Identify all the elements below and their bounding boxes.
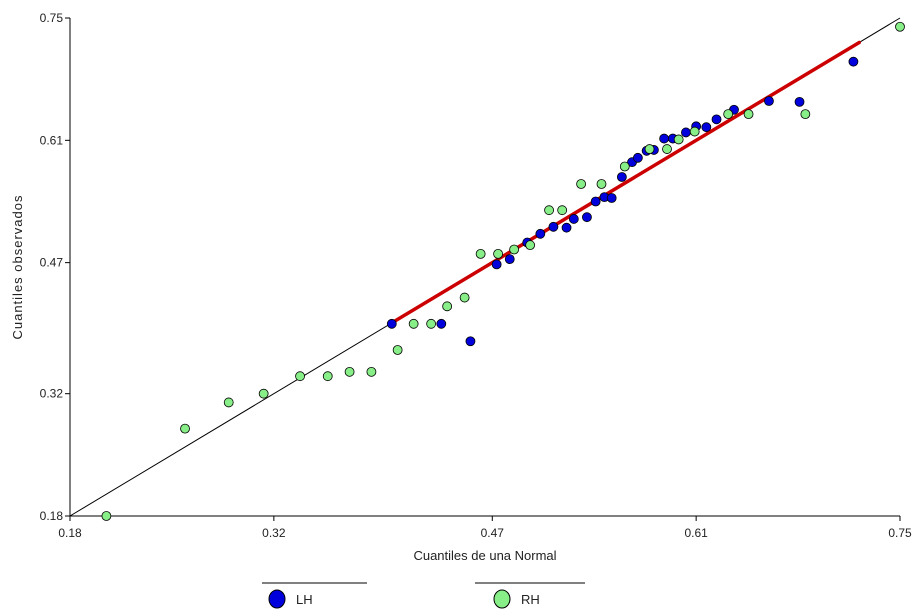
point-rh bbox=[662, 144, 672, 154]
point-rh bbox=[509, 244, 520, 255]
point-lh bbox=[504, 254, 515, 265]
point-lh bbox=[582, 212, 592, 223]
point-rh bbox=[366, 366, 377, 377]
legend: LH RH bbox=[262, 582, 585, 609]
data-points bbox=[101, 21, 905, 521]
y-tick-label: 0.75 bbox=[40, 11, 64, 25]
point-rh bbox=[223, 397, 234, 408]
plot-area: 0.18 0.32 0.47 0.61 0.75 0.18 0.32 0.47 0.61 0.7… bbox=[40, 11, 912, 540]
point-rh bbox=[295, 371, 305, 382]
point-rh bbox=[442, 301, 453, 312]
point-rh bbox=[557, 205, 568, 216]
x-tick-label: 0.61 bbox=[684, 526, 708, 540]
y-tick-label: 0.18 bbox=[40, 509, 64, 523]
legend-item-rh: RH bbox=[475, 582, 585, 609]
x-tick-label: 0.18 bbox=[58, 526, 82, 540]
point-rh bbox=[525, 240, 536, 251]
point-rh bbox=[644, 144, 655, 154]
point-rh bbox=[800, 109, 811, 120]
point-rh bbox=[689, 126, 700, 137]
point-lh bbox=[436, 318, 447, 329]
point-rh bbox=[673, 134, 684, 145]
point-rh bbox=[392, 345, 403, 355]
point-lh bbox=[590, 196, 601, 207]
point-lh bbox=[465, 336, 476, 347]
point-lh bbox=[681, 127, 691, 138]
y-tick-label: 0.32 bbox=[40, 387, 64, 401]
point-lh bbox=[632, 152, 643, 163]
point-lh bbox=[659, 133, 670, 144]
point-rh bbox=[493, 248, 504, 259]
point-lh bbox=[561, 222, 572, 233]
point-rh bbox=[258, 388, 269, 399]
point-rh bbox=[344, 366, 355, 377]
point-rh bbox=[723, 109, 734, 120]
point-rh bbox=[322, 371, 333, 382]
point-lh bbox=[701, 122, 712, 133]
fit-line bbox=[390, 40, 861, 325]
x-tick-label: 0.32 bbox=[262, 526, 286, 540]
point-lh bbox=[764, 96, 774, 106]
y-ticks: 0.18 0.32 0.47 0.61 0.75 bbox=[40, 11, 70, 523]
legend-marker-lh bbox=[268, 589, 286, 609]
point-rh bbox=[596, 179, 607, 189]
point-lh bbox=[568, 214, 579, 224]
x-tick-label: 0.47 bbox=[481, 526, 505, 540]
point-rh bbox=[576, 179, 587, 189]
point-lh bbox=[794, 96, 805, 107]
x-ticks: 0.18 0.32 0.47 0.61 0.75 bbox=[58, 516, 912, 540]
y-tick-label: 0.61 bbox=[40, 133, 64, 147]
point-rh bbox=[426, 318, 437, 329]
point-lh bbox=[548, 221, 559, 232]
point-rh bbox=[544, 205, 554, 216]
point-rh bbox=[180, 423, 190, 434]
legend-item-lh: LH bbox=[262, 582, 367, 609]
point-lh bbox=[711, 114, 722, 125]
y-axis-title: Cuantiles observados bbox=[10, 194, 25, 339]
legend-label-lh: LH bbox=[296, 592, 313, 607]
point-rh bbox=[619, 161, 630, 172]
point-lh bbox=[848, 56, 859, 67]
point-lh bbox=[491, 259, 502, 270]
point-lh bbox=[606, 193, 617, 203]
point-lh bbox=[535, 228, 546, 239]
point-rh bbox=[459, 292, 470, 303]
point-lh bbox=[616, 172, 627, 182]
x-tick-label: 0.75 bbox=[888, 526, 912, 540]
point-rh bbox=[101, 511, 112, 521]
point-lh bbox=[386, 318, 397, 329]
point-rh bbox=[475, 248, 486, 259]
y-tick-label: 0.47 bbox=[40, 256, 64, 270]
legend-label-rh: RH bbox=[521, 592, 540, 607]
legend-marker-rh bbox=[493, 589, 511, 609]
point-rh bbox=[895, 21, 905, 32]
point-rh bbox=[408, 318, 419, 329]
point-rh bbox=[743, 109, 754, 120]
x-axis-title: Cuantiles de una Normal bbox=[413, 548, 556, 563]
